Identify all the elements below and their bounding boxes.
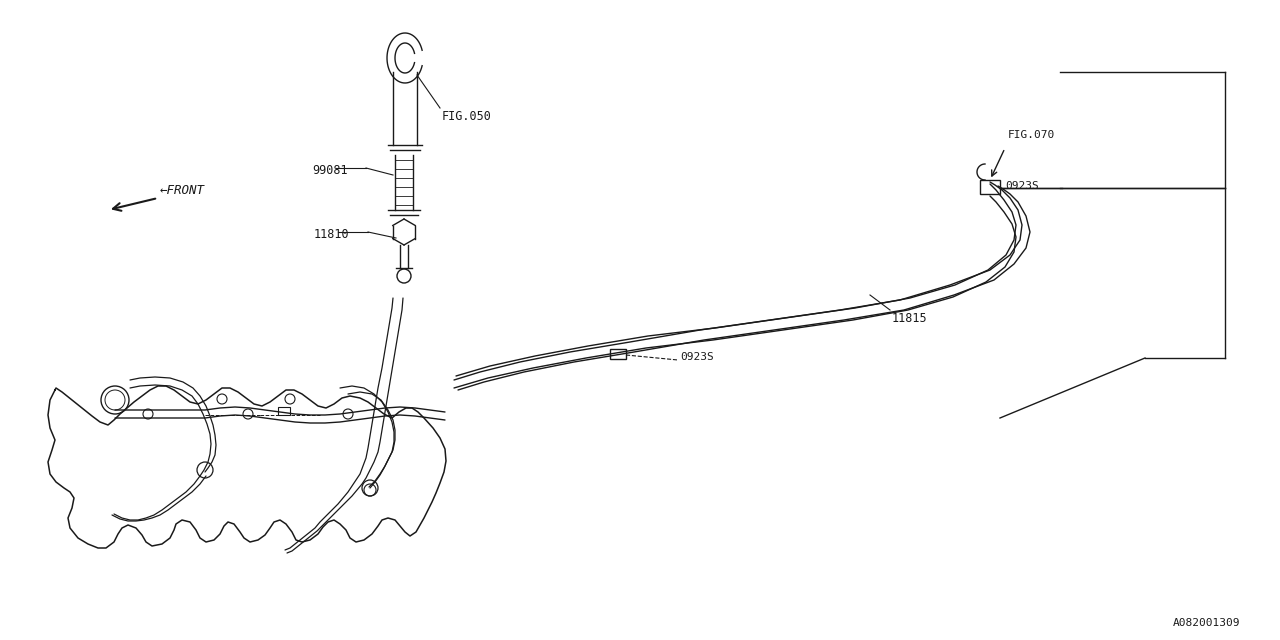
Text: A082001309: A082001309 <box>1172 618 1240 628</box>
Text: 11810: 11810 <box>314 227 349 241</box>
Bar <box>980 180 1000 194</box>
Text: FIG.070: FIG.070 <box>1009 130 1055 140</box>
Bar <box>611 349 626 359</box>
Text: ←FRONT: ←FRONT <box>160 184 205 197</box>
Text: 11815: 11815 <box>892 312 928 325</box>
Text: 99081: 99081 <box>312 163 348 177</box>
Text: 0923S: 0923S <box>680 352 714 362</box>
Text: FIG.050: FIG.050 <box>442 110 492 123</box>
Text: 0923S: 0923S <box>1005 181 1039 191</box>
Bar <box>278 407 291 415</box>
